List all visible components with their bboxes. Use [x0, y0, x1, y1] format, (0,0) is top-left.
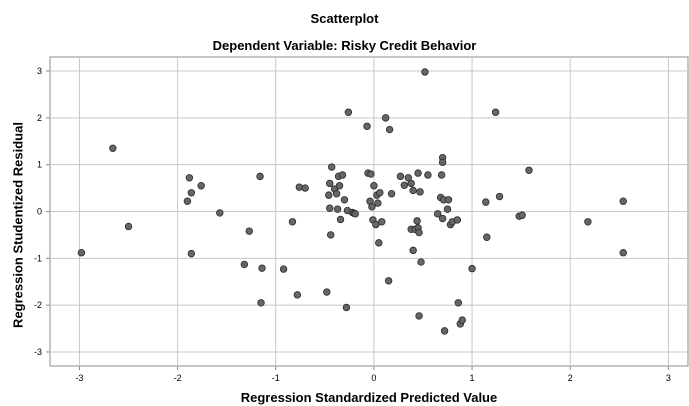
chart-subtitle: Dependent Variable: Risky Credit Behavio…: [212, 38, 477, 53]
data-point: [109, 144, 117, 152]
data-point: [185, 174, 194, 182]
data-point: [327, 231, 335, 239]
data-point: [326, 179, 334, 188]
x-tick-label: 1: [470, 373, 475, 383]
chart-title: Scatterplot: [310, 11, 379, 26]
y-tick-label: -1: [34, 253, 42, 263]
y-tick-label: 1: [37, 160, 42, 170]
data-point: [288, 218, 297, 226]
x-tick-label: 2: [568, 373, 573, 383]
data-point: [323, 288, 331, 296]
data-point: [340, 196, 349, 204]
data-point: [370, 182, 378, 190]
data-point: [415, 228, 423, 237]
data-point: [374, 199, 382, 207]
data-point: [279, 265, 288, 273]
data-point: [409, 186, 417, 195]
data-point: [77, 248, 86, 257]
data-point: [332, 190, 341, 198]
data-point: [187, 189, 196, 197]
y-tick-label: -2: [34, 300, 42, 310]
data-point: [453, 216, 462, 224]
data-point: [458, 316, 466, 324]
data-point: [245, 227, 253, 235]
data-point: [381, 114, 390, 122]
data-point: [416, 188, 424, 196]
data-point: [293, 291, 302, 299]
data-point: [407, 179, 415, 188]
data-point: [372, 220, 380, 229]
data-point: [351, 210, 359, 218]
data-point: [326, 204, 334, 212]
data-point: [376, 189, 384, 197]
x-axis-label: Regression Standardized Predicted Value: [240, 390, 498, 405]
y-tick-label: 0: [37, 207, 42, 217]
y-tick-label: 3: [37, 66, 42, 76]
data-point: [325, 191, 333, 199]
data-point: [443, 205, 452, 213]
data-point: [468, 264, 476, 273]
data-point: [342, 303, 351, 312]
data-point: [387, 190, 396, 198]
data-point: [404, 174, 412, 182]
data-point: [328, 163, 336, 171]
data-point: [187, 249, 196, 258]
data-point: [525, 166, 533, 174]
y-tick-label: 2: [37, 113, 42, 123]
data-point: [518, 211, 526, 219]
data-point: [216, 209, 224, 217]
data-point: [414, 169, 422, 177]
data-point: [440, 327, 449, 335]
data-point: [413, 217, 421, 225]
data-point: [483, 233, 491, 241]
data-point: [396, 172, 405, 181]
data-point: [491, 108, 500, 116]
data-point: [124, 222, 133, 231]
data-point: [584, 218, 592, 226]
data-point: [336, 215, 345, 224]
data-point: [256, 172, 264, 181]
data-point: [438, 158, 447, 167]
data-point: [438, 214, 447, 223]
data-point: [454, 299, 463, 307]
data-point: [258, 264, 266, 272]
data-point: [444, 196, 453, 204]
data-point: [240, 260, 249, 269]
data-point: [415, 312, 423, 320]
data-point: [400, 181, 409, 189]
data-point: [183, 197, 192, 205]
x-tick-label: 0: [371, 373, 376, 383]
data-point: [385, 125, 394, 134]
data-point: [363, 122, 371, 130]
y-tick-label: -3: [34, 347, 42, 357]
x-tick-label: -2: [174, 373, 182, 383]
data-point: [335, 182, 344, 190]
data-point: [437, 171, 446, 179]
data-point: [482, 198, 490, 206]
x-tick-label: -3: [75, 373, 83, 383]
data-point: [417, 258, 425, 266]
data-point: [619, 197, 627, 205]
data-point: [338, 171, 347, 179]
data-point: [619, 248, 627, 257]
data-point: [495, 192, 504, 201]
data-point: [384, 277, 393, 285]
data-point: [333, 205, 342, 213]
data-point: [344, 108, 353, 116]
data-point: [424, 171, 432, 179]
data-point: [421, 68, 429, 76]
data-point: [368, 203, 376, 211]
data-point: [367, 170, 375, 178]
data-point: [434, 210, 442, 218]
data-point: [409, 246, 417, 255]
data-point: [197, 182, 205, 190]
data-point: [378, 218, 386, 226]
data-point: [257, 299, 265, 307]
x-tick-label: -1: [272, 373, 280, 383]
data-point: [375, 239, 383, 247]
x-tick-label: 3: [666, 373, 671, 383]
data-point: [301, 184, 309, 192]
